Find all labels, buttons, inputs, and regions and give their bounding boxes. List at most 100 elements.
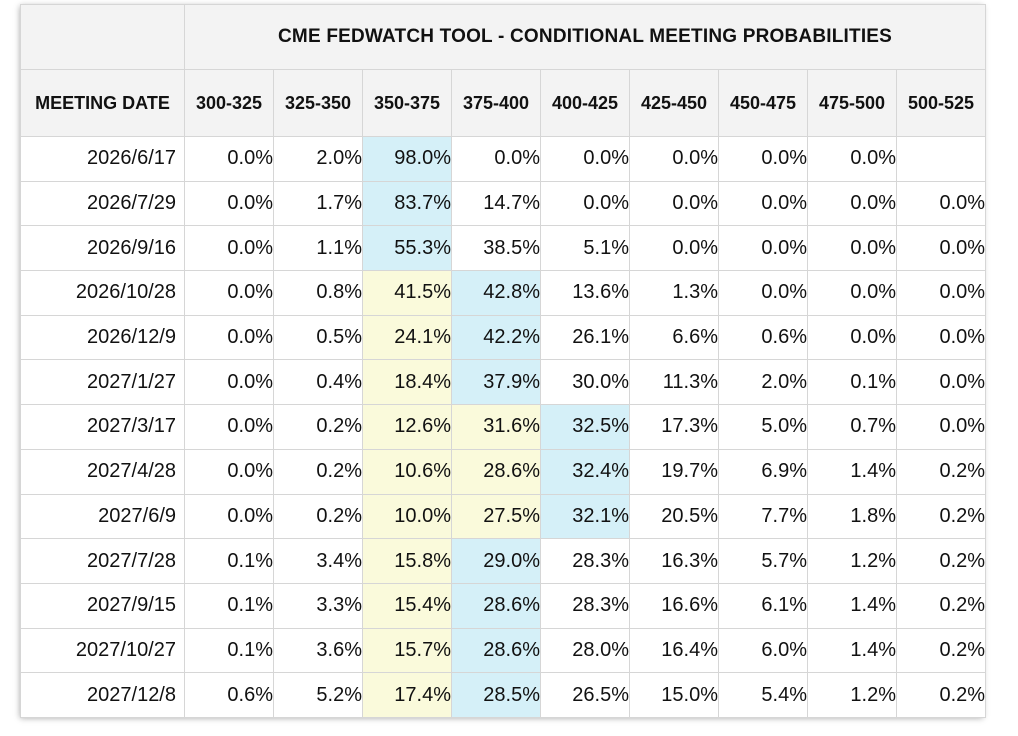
probability-cell: 10.6% xyxy=(362,448,452,495)
probability-cell: 15.0% xyxy=(629,672,719,718)
probability-cell: 26.5% xyxy=(540,672,630,718)
probability-cell: 55.3% xyxy=(362,225,452,272)
probability-cell: 0.0% xyxy=(184,225,274,272)
probability-cell: 0.0% xyxy=(184,270,274,316)
probability-cell: 27.5% xyxy=(451,493,541,540)
probability-cell: 0.7% xyxy=(807,404,897,450)
probability-cell: 20.5% xyxy=(629,493,719,540)
probability-cell: 16.4% xyxy=(629,627,719,674)
probability-cell: 32.5% xyxy=(540,404,630,450)
probability-cell: 0.6% xyxy=(718,314,808,361)
probability-cell: 3.3% xyxy=(273,582,363,629)
probability-cell: 10.0% xyxy=(362,493,452,540)
probability-cell: 0.0% xyxy=(540,180,630,227)
probability-cell: 0.1% xyxy=(184,538,274,584)
column-header-rate-range: 300-325 xyxy=(184,69,274,137)
probability-cell: 0.0% xyxy=(184,359,274,406)
probability-cell: 0.8% xyxy=(273,270,363,316)
probability-cell: 2.0% xyxy=(273,136,363,182)
probability-cell: 28.6% xyxy=(451,448,541,495)
meeting-date-cell: 2027/10/27 xyxy=(20,627,185,674)
column-header-rate-range: 500-525 xyxy=(895,69,987,137)
probability-cell: 0.0% xyxy=(718,136,808,182)
meeting-date-cell: 2027/7/28 xyxy=(20,538,185,584)
probability-cell: 0.0% xyxy=(184,493,274,540)
meeting-date-cell: 2027/9/15 xyxy=(20,582,185,629)
table-row: 2027/1/27 0.0% 0.4% 18.4% 37.9% 30.0% 11.3% 2.0… xyxy=(20,359,987,406)
probability-cell: 19.7% xyxy=(629,448,719,495)
probability-cell: 0.2% xyxy=(895,627,987,674)
probability-cell: 0.0% xyxy=(451,136,541,182)
probability-cell: 0.0% xyxy=(807,136,897,182)
probability-cell: 28.5% xyxy=(451,672,541,718)
table-title: CME FEDWATCH TOOL - CONDITIONAL MEETING … xyxy=(183,4,987,70)
probability-cell: 5.0% xyxy=(718,404,808,450)
probability-cell: 0.0% xyxy=(540,136,630,182)
probability-cell: 1.7% xyxy=(273,180,363,227)
meeting-date-cell: 2026/6/17 xyxy=(20,136,185,182)
probability-cell: 28.6% xyxy=(451,582,541,629)
probability-cell: 0.0% xyxy=(895,404,987,450)
probability-cell: 0.0% xyxy=(629,225,719,272)
probability-cell: 0.0% xyxy=(184,180,274,227)
meeting-date-cell: 2026/10/28 xyxy=(20,270,185,316)
probability-cell: 14.7% xyxy=(451,180,541,227)
probability-cell: 0.0% xyxy=(184,136,274,182)
probability-cell: 0.0% xyxy=(807,314,897,361)
probability-cell: 42.8% xyxy=(451,270,541,316)
probability-cell: 6.6% xyxy=(629,314,719,361)
probability-cell: 1.8% xyxy=(807,493,897,540)
probability-cell: 0.0% xyxy=(895,270,987,316)
probability-cell: 28.6% xyxy=(451,627,541,674)
probability-cell: 0.0% xyxy=(184,314,274,361)
meeting-date-cell: 2027/1/27 xyxy=(20,359,185,406)
table-row: 2027/10/27 0.1% 3.6% 15.7% 28.6% 28.0% 16.4% 6.… xyxy=(20,627,987,674)
probability-cell: 17.4% xyxy=(362,672,452,718)
probability-cell: 0.0% xyxy=(895,359,987,406)
probability-cell: 12.6% xyxy=(362,404,452,450)
probability-cell: 0.0% xyxy=(184,448,274,495)
probability-cell: 28.3% xyxy=(540,582,630,629)
probability-cell: 0.1% xyxy=(807,359,897,406)
meeting-date-cell: 2027/6/9 xyxy=(20,493,185,540)
table-row: 2027/3/17 0.0% 0.2% 12.6% 31.6% 32.5% 17.3% 5.0… xyxy=(20,404,987,450)
meeting-date-cell: 2027/12/8 xyxy=(20,672,185,718)
table-row: 2026/12/9 0.0% 0.5% 24.1% 42.2% 26.1% 6.6% 0.6%… xyxy=(20,314,987,361)
probability-cell: 83.7% xyxy=(362,180,452,227)
column-header-rate-range: 450-475 xyxy=(718,69,808,137)
probability-cell: 1.2% xyxy=(807,538,897,584)
table-row: 2026/6/17 0.0% 2.0% 98.0% 0.0% 0.0% 0.0% 0.0% 0.… xyxy=(20,136,987,182)
probability-cell: 0.6% xyxy=(184,672,274,718)
probability-cell: 3.4% xyxy=(273,538,363,584)
probability-cell: 1.4% xyxy=(807,627,897,674)
probability-cell: 0.0% xyxy=(718,270,808,316)
probability-cell: 32.4% xyxy=(540,448,630,495)
meeting-date-cell: 2026/9/16 xyxy=(20,225,185,272)
probability-cell: 0.0% xyxy=(718,180,808,227)
probability-cell: 31.6% xyxy=(451,404,541,450)
probability-cell: 5.4% xyxy=(718,672,808,718)
probability-cell: 0.1% xyxy=(184,627,274,674)
probability-cell: 15.8% xyxy=(362,538,452,584)
meeting-date-cell: 2027/3/17 xyxy=(20,404,185,450)
table-row: 2026/10/28 0.0% 0.8% 41.5% 42.8% 13.6% 1.3% 0.0… xyxy=(20,270,987,316)
probability-cell: 38.5% xyxy=(451,225,541,272)
probability-cell: 0.2% xyxy=(895,538,987,584)
probability-table-card: CME FEDWATCH TOOL - CONDITIONAL MEETING … xyxy=(20,4,987,718)
column-header-rate-range: 375-400 xyxy=(451,69,541,137)
probability-cell: 3.6% xyxy=(273,627,363,674)
column-header-rate-range: 350-375 xyxy=(362,69,452,137)
probability-cell: 24.1% xyxy=(362,314,452,361)
meeting-date-cell: 2026/12/9 xyxy=(20,314,185,361)
meeting-date-header: MEETING DATE xyxy=(20,69,185,137)
probability-cell: 42.2% xyxy=(451,314,541,361)
probability-cell: 16.6% xyxy=(629,582,719,629)
probability-cell: 37.9% xyxy=(451,359,541,406)
probability-cell: 28.0% xyxy=(540,627,630,674)
probability-cell: 0.2% xyxy=(895,493,987,540)
probability-cell: 5.7% xyxy=(718,538,808,584)
probability-cell: 28.3% xyxy=(540,538,630,584)
probability-cell: 29.0% xyxy=(451,538,541,584)
probability-cell: 16.3% xyxy=(629,538,719,584)
probability-cell: 5.1% xyxy=(540,225,630,272)
